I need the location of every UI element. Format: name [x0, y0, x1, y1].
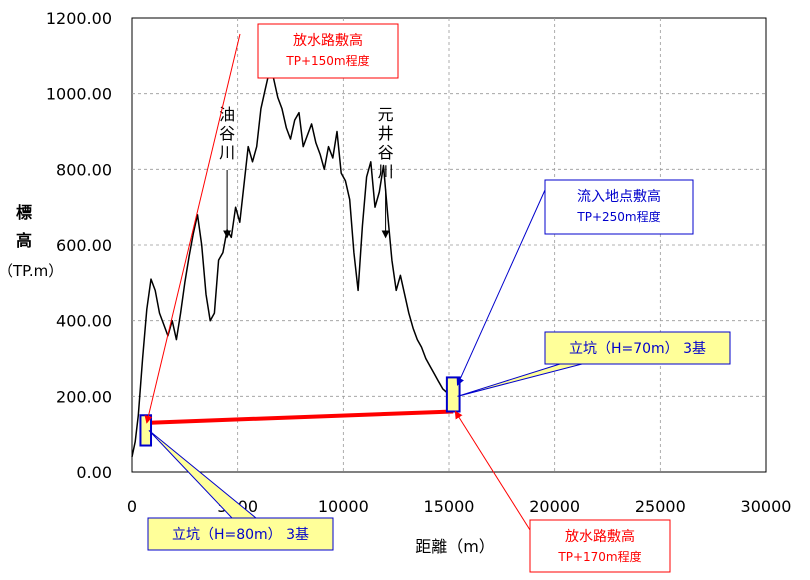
annotation-box [257, 23, 399, 79]
y-axis-label: 高 [16, 231, 32, 250]
y-tick-label: 1000.00 [46, 85, 112, 104]
shaft-marker [445, 376, 461, 413]
annotation-text: TP+170m程度 [557, 549, 641, 564]
y-tick-label: 800.00 [56, 160, 112, 179]
annotation-box [529, 519, 671, 573]
callout-arrow [456, 189, 546, 386]
y-axis-label: （TP.m） [0, 262, 63, 280]
callout-arrow [144, 33, 241, 424]
annotation-box [544, 179, 694, 235]
river-label-char: 元 [378, 105, 394, 124]
x-axis-label: 距離（m） [415, 537, 495, 556]
y-tick-label: 0.00 [76, 463, 112, 482]
annotation-text: 放水路敷高 [565, 528, 635, 545]
river-label-char: 谷 [219, 124, 235, 143]
y-tick-label: 600.00 [56, 236, 112, 255]
y-tick-label: 400.00 [56, 312, 112, 331]
annotation-text: TP+150m程度 [285, 53, 369, 68]
river-label-char: 井 [378, 124, 394, 143]
annotation-text: 立坑（H=70m） 3基 [569, 340, 706, 357]
callout-arrow [454, 410, 531, 531]
terrain-profile-line [131, 70, 452, 458]
river-label-char: 谷 [378, 143, 394, 162]
annotation-text: 立坑（H=80m） 3基 [172, 526, 309, 543]
x-tick-label: 0 [127, 497, 137, 516]
y-tick-label: 1200.00 [46, 9, 112, 28]
y-axis-label: 標 [16, 203, 32, 222]
x-tick-label: 10000 [318, 497, 369, 516]
x-tick-label: 15000 [424, 497, 475, 516]
river-label-char: 川 [219, 143, 235, 162]
annotation-text: TP+250m程度 [576, 209, 660, 224]
river-label-char: 油 [219, 105, 235, 124]
y-tick-label: 200.00 [56, 387, 112, 406]
annotation-text: 流入地点敷高 [577, 188, 661, 205]
x-tick-label: 30000 [741, 497, 792, 516]
x-tick-label: 20000 [529, 497, 580, 516]
river-label-char: 川 [378, 162, 394, 181]
annotation-text: 放水路敷高 [293, 32, 363, 49]
annotation-box [544, 331, 731, 365]
annotation-box [147, 517, 334, 551]
x-tick-label: 25000 [635, 497, 686, 516]
tunnel-line [146, 409, 454, 425]
